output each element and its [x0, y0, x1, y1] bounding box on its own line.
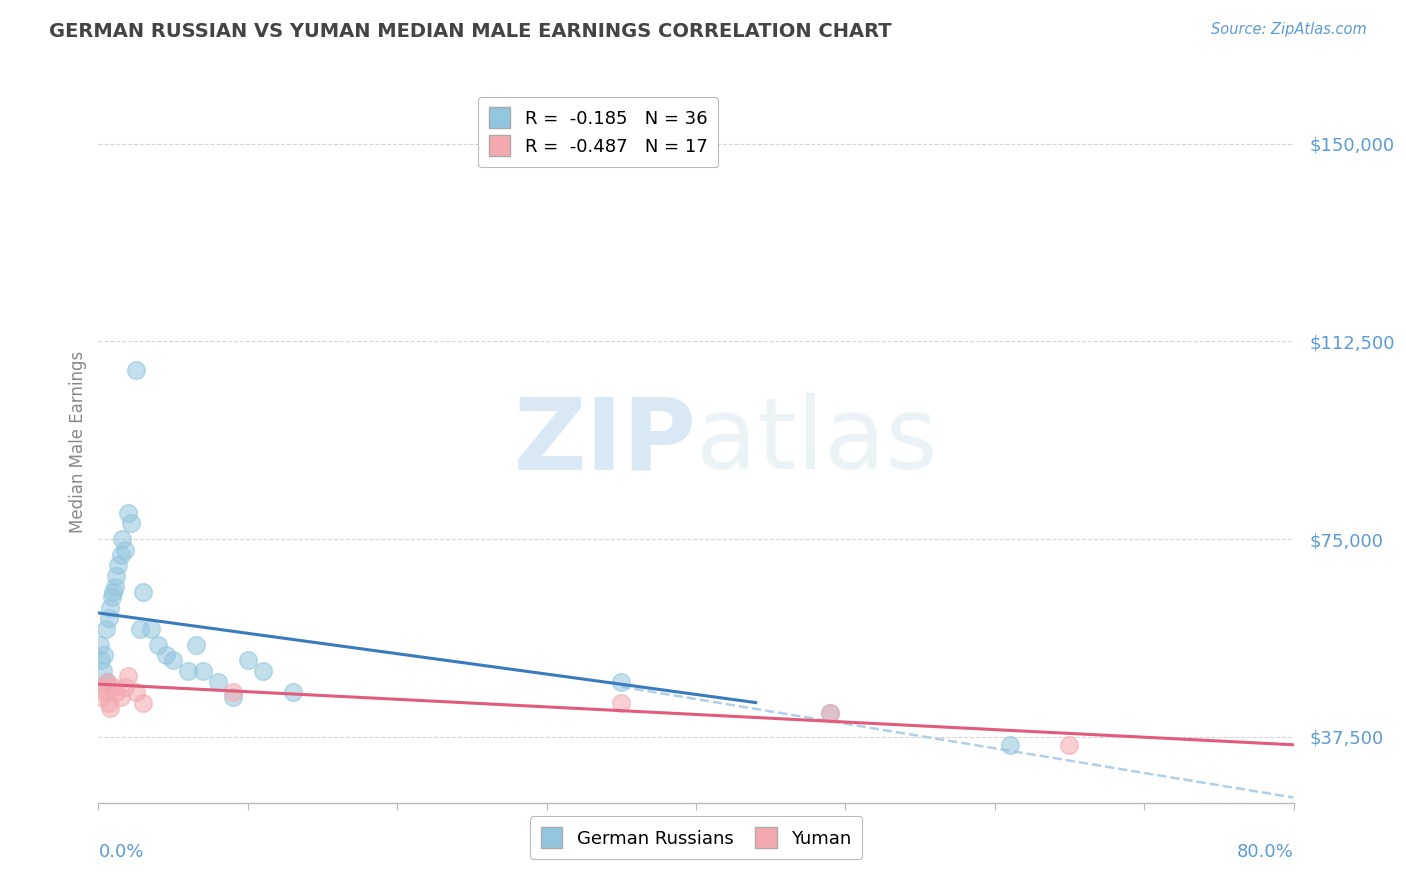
- Point: [162, 653, 184, 667]
- Text: ZIP: ZIP: [513, 393, 696, 490]
- Point: [98, 600, 122, 615]
- Point: [107, 558, 129, 573]
- Point: [252, 664, 274, 678]
- Point: [90, 653, 112, 667]
- Point: [820, 706, 842, 720]
- Text: GERMAN RUSSIAN VS YUMAN MEDIAN MALE EARNINGS CORRELATION CHART: GERMAN RUSSIAN VS YUMAN MEDIAN MALE EARN…: [49, 22, 891, 41]
- Point: [110, 548, 132, 562]
- Point: [281, 685, 304, 699]
- Point: [110, 690, 132, 705]
- Point: [610, 696, 633, 710]
- Point: [91, 680, 114, 694]
- Point: [114, 680, 136, 694]
- Point: [114, 542, 136, 557]
- Point: [117, 506, 139, 520]
- Point: [236, 653, 259, 667]
- Point: [120, 516, 142, 531]
- Text: 0.0%: 0.0%: [98, 843, 143, 861]
- Point: [97, 611, 120, 625]
- Point: [103, 585, 125, 599]
- Point: [117, 669, 139, 683]
- Point: [148, 638, 170, 652]
- Point: [129, 622, 152, 636]
- Y-axis label: Median Male Earnings: Median Male Earnings: [69, 351, 87, 533]
- Point: [998, 738, 1021, 752]
- Point: [1059, 738, 1081, 752]
- Point: [191, 664, 214, 678]
- Point: [125, 363, 148, 377]
- Text: Source: ZipAtlas.com: Source: ZipAtlas.com: [1211, 22, 1367, 37]
- Legend: German Russians, Yuman: German Russians, Yuman: [530, 816, 862, 859]
- Point: [155, 648, 177, 662]
- Point: [96, 674, 118, 689]
- Point: [89, 638, 111, 652]
- Point: [125, 685, 148, 699]
- Point: [105, 685, 128, 699]
- Point: [222, 690, 245, 705]
- Point: [104, 580, 127, 594]
- Point: [139, 622, 162, 636]
- Point: [101, 590, 124, 604]
- Point: [91, 664, 114, 678]
- Point: [97, 696, 120, 710]
- Point: [98, 701, 122, 715]
- Point: [177, 664, 200, 678]
- Point: [103, 680, 125, 694]
- Point: [207, 674, 229, 689]
- Point: [93, 648, 115, 662]
- Point: [132, 696, 155, 710]
- Point: [820, 706, 842, 720]
- Point: [105, 569, 128, 583]
- Point: [132, 585, 155, 599]
- Point: [610, 674, 633, 689]
- Text: 80.0%: 80.0%: [1237, 843, 1294, 861]
- Point: [222, 685, 245, 699]
- Point: [184, 638, 207, 652]
- Point: [111, 532, 134, 546]
- Point: [96, 674, 118, 689]
- Point: [90, 690, 112, 705]
- Point: [94, 622, 117, 636]
- Point: [94, 685, 117, 699]
- Text: atlas: atlas: [696, 393, 938, 490]
